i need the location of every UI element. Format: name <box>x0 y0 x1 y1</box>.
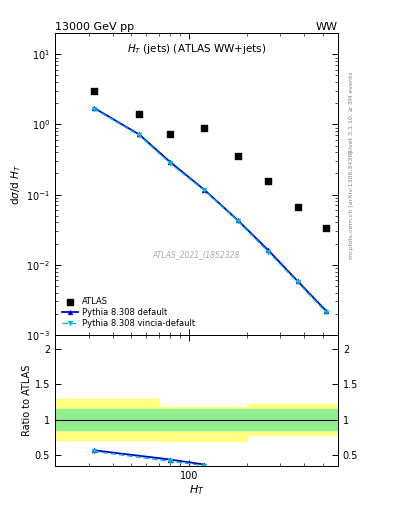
Text: ATLAS_2021_I1852328: ATLAS_2021_I1852328 <box>153 250 240 260</box>
ATLAS <box>323 224 329 232</box>
Pythia 8.308 vincia-default <box>266 249 271 255</box>
Pythia 8.308 default <box>202 186 206 193</box>
ATLAS <box>235 152 241 160</box>
Pythia 8.308 vincia-default <box>168 160 173 166</box>
Pythia 8.308 vincia-default <box>137 132 141 138</box>
Pythia 8.308 vincia-default <box>296 279 300 285</box>
Y-axis label: Ratio to ATLAS: Ratio to ATLAS <box>22 365 32 436</box>
Text: mcplots.cern.ch [arXiv:1306.3436]: mcplots.cern.ch [arXiv:1306.3436] <box>349 151 354 259</box>
Text: $H_T$ (jets) (ATLAS WW+jets): $H_T$ (jets) (ATLAS WW+jets) <box>127 42 266 56</box>
Pythia 8.308 default <box>266 247 271 253</box>
Pythia 8.308 vincia-default <box>324 309 329 315</box>
Text: Rivet 3.1.10, ≥ 3M events: Rivet 3.1.10, ≥ 3M events <box>349 72 354 154</box>
Pythia 8.308 default <box>92 105 96 111</box>
Pythia 8.308 default <box>168 159 173 165</box>
Pythia 8.308 vincia-default <box>235 218 240 224</box>
Text: WW: WW <box>316 22 338 32</box>
Legend: ATLAS, Pythia 8.308 default, Pythia 8.308 vincia-default: ATLAS, Pythia 8.308 default, Pythia 8.30… <box>59 294 197 331</box>
Pythia 8.308 default <box>324 308 329 314</box>
Pythia 8.308 default <box>137 132 141 138</box>
Y-axis label: d$\sigma$/d $H_T$: d$\sigma$/d $H_T$ <box>9 163 24 205</box>
ATLAS <box>295 203 301 211</box>
ATLAS <box>201 124 207 133</box>
Pythia 8.308 default <box>235 217 240 223</box>
Pythia 8.308 vincia-default <box>202 187 206 194</box>
X-axis label: $H_T$: $H_T$ <box>189 483 204 497</box>
Text: 13000 GeV pp: 13000 GeV pp <box>55 22 134 32</box>
Line: Pythia 8.308 vincia-default: Pythia 8.308 vincia-default <box>92 106 329 315</box>
ATLAS <box>265 177 272 185</box>
ATLAS <box>91 87 97 95</box>
Pythia 8.308 default <box>296 278 300 284</box>
ATLAS <box>136 110 142 118</box>
Pythia 8.308 vincia-default <box>92 105 96 112</box>
Line: Pythia 8.308 default: Pythia 8.308 default <box>92 105 329 313</box>
ATLAS <box>167 131 173 139</box>
